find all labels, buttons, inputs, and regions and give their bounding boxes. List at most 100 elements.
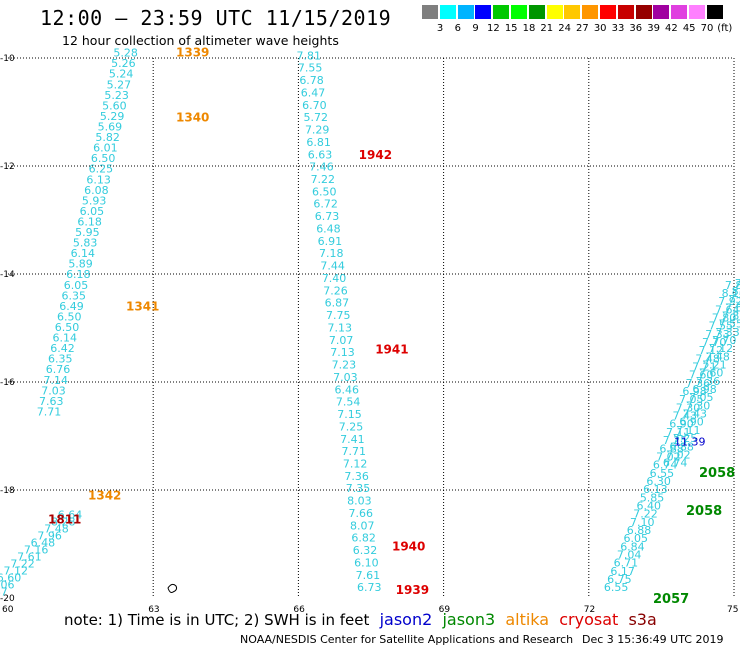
track-right-swh: 7.48 xyxy=(705,350,730,363)
track-left-swh: 6.08 xyxy=(84,184,109,197)
legend-label: 27 xyxy=(576,23,589,34)
track-left-swh: 6.60 xyxy=(0,571,21,584)
track-right-swh: 7.10 xyxy=(630,516,655,529)
track-left-swh: 5.93 xyxy=(82,194,107,207)
legend-label: 12 xyxy=(487,23,500,34)
track-mid-swh: 7.12 xyxy=(343,458,368,471)
track-mid-swh: 7.18 xyxy=(319,247,344,260)
page-subtitle: 12 hour collection of altimeter wave hei… xyxy=(62,33,339,48)
track-right-swh: 6.05 xyxy=(623,532,648,545)
track-right-swh: 6.75 xyxy=(607,573,632,586)
track-right-swh: 7.43 xyxy=(673,410,698,423)
track-right-swh: 7.21 xyxy=(702,359,727,372)
island-outline xyxy=(167,583,178,593)
track-right-swh: 7.05 xyxy=(679,393,704,406)
track-mid-time: 1942 xyxy=(359,148,392,162)
legend-label: 9 xyxy=(472,23,479,34)
legend-swatch xyxy=(564,5,581,19)
track-mid-swh: 6.91 xyxy=(318,235,343,248)
track-left-swh: 5.89 xyxy=(68,258,93,271)
track-mid-swh: 8.03 xyxy=(347,495,372,508)
track-left-swh: 8.28 xyxy=(51,515,76,528)
legend-label: 24 xyxy=(558,23,571,34)
y-tick-label: -18 xyxy=(0,486,15,496)
track-right-swh: 7.64 xyxy=(715,303,740,316)
track-left-swh: 6.14 xyxy=(53,332,78,345)
track-right-swh: 8.10 xyxy=(722,287,740,300)
track-left-swh: 7.12 xyxy=(4,564,29,577)
track-right-swh: 7.70 xyxy=(702,336,727,349)
track-mid-swh: 7.41 xyxy=(340,433,365,446)
track-right-swh: 7.25 xyxy=(673,432,698,445)
note-text: note: 1) Time is in UTC; 2) SWH is in fe… xyxy=(64,611,370,629)
track-mid-swh: 7.54 xyxy=(336,396,361,409)
track-left-swh: 7.96 xyxy=(37,529,62,542)
legend-swatch xyxy=(528,5,545,19)
track-mid-time: 1941 xyxy=(375,343,408,357)
track-mid-swh: 7.13 xyxy=(330,346,355,359)
legend-swatch xyxy=(635,5,652,19)
track-right-special: 11.39 xyxy=(674,435,706,448)
track-right-swh: 7.02 xyxy=(656,450,681,463)
x-tick-label: 72 xyxy=(584,605,595,615)
track-left-swh: 6.50 xyxy=(91,152,116,165)
satellite-legend-jason3: jason3 xyxy=(432,610,496,629)
track-mid-swh: 7.40 xyxy=(322,272,347,285)
track-right-swh: 7.21 xyxy=(692,361,717,374)
track-mid-swh: 7.29 xyxy=(305,124,330,137)
legend-label: 70 xyxy=(700,23,714,34)
track-right-swh: 7.60 xyxy=(699,367,724,380)
y-tick-label: -14 xyxy=(0,270,15,280)
track-right-swh: 6.74 xyxy=(663,457,688,470)
legend-swatch xyxy=(600,5,616,19)
legend-label: (ft) xyxy=(717,23,733,34)
track-mid-swh: 7.36 xyxy=(344,470,369,483)
track-right-swh: 6.90 xyxy=(679,416,704,429)
track-mid-swh: 6.47 xyxy=(301,86,326,99)
track-right-time: 2058 xyxy=(686,504,722,519)
track-left-swh: 6.76 xyxy=(46,363,71,376)
satellite-legend-s3a: s3a xyxy=(618,610,657,629)
x-tick-label: 60 xyxy=(2,605,14,615)
track-left-swh: 7.03 xyxy=(41,384,65,397)
track-right-swh: 7.33 xyxy=(715,326,740,339)
track-mid-swh: 7.75 xyxy=(326,309,351,322)
track-left-swh: 6.01 xyxy=(93,142,118,155)
y-tick-label: -16 xyxy=(0,378,15,388)
track-right-swh: 6.88 xyxy=(669,440,694,453)
track-left-swh: 6.18 xyxy=(77,215,102,228)
legend-label: 45 xyxy=(682,23,696,34)
track-mid-swh: 7.13 xyxy=(327,321,352,334)
track-mid-swh: 7.44 xyxy=(320,260,345,273)
legend-swatch xyxy=(511,5,527,19)
footer-timestamp: Dec 3 15:36:49 UTC 2019 xyxy=(582,633,724,646)
track-mid-swh: 7.61 xyxy=(356,569,381,582)
track-right-swh: 7.70 xyxy=(712,334,737,347)
track-left-swh: 5.27 xyxy=(107,78,132,91)
legend-swatch xyxy=(475,5,492,19)
track-left-swh: 6.49 xyxy=(59,300,84,313)
track-left-swh: 7.47 xyxy=(0,586,8,599)
track-left-swh: 6.13 xyxy=(86,173,111,186)
track-mid-swh: 6.73 xyxy=(357,581,382,594)
track-mid-swh: 7.26 xyxy=(323,284,348,297)
track-left-swh: 5.28 xyxy=(113,47,138,60)
track-left-swh: 6.14 xyxy=(71,247,96,260)
legend-label: 36 xyxy=(629,23,643,34)
track-left-swh: 5.23 xyxy=(104,89,128,102)
track-mid-time: 1940 xyxy=(392,540,425,554)
track-left-swh: 6.48 xyxy=(31,536,55,549)
track-mid-swh: 8.07 xyxy=(350,519,375,532)
legend-swatch xyxy=(546,5,563,19)
track-mid-swh: 6.70 xyxy=(302,99,327,112)
track-mid-swh: 7.03 xyxy=(333,371,358,384)
track-right-swh: 6.90 xyxy=(669,418,694,431)
track-mid-swh: 6.48 xyxy=(316,222,341,235)
track-left-time: 1340 xyxy=(176,110,209,124)
track-left-time: 1811 xyxy=(48,513,81,527)
legend-label: 6 xyxy=(454,23,461,34)
track-left-swh: 6.18 xyxy=(66,268,91,281)
legend-label: 15 xyxy=(504,23,518,34)
track-mid-swh: 7.22 xyxy=(311,173,336,186)
